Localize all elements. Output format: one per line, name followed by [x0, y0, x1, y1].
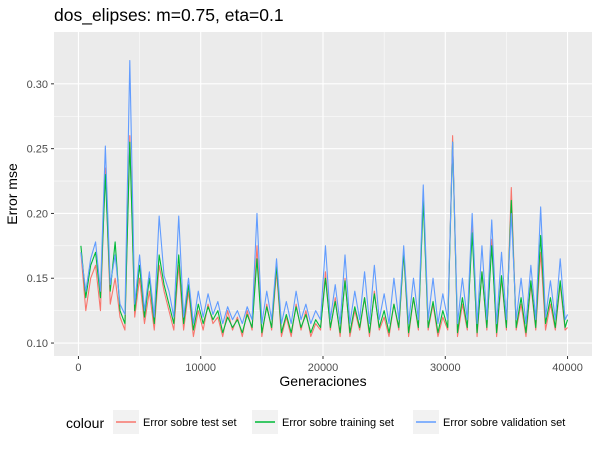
legend-entry-test: Error sobre test set	[113, 410, 237, 434]
x-tick-label: 30000	[430, 362, 461, 374]
x-tick-label: 40000	[552, 362, 583, 374]
chart-title: dos_elipses: m=0.75, eta=0.1	[54, 5, 284, 26]
legend-label: Error sobre test set	[143, 417, 237, 429]
x-tick-label: 10000	[185, 362, 216, 374]
y-axis: 0.10 0.15 0.20 0.25 0.30	[27, 79, 54, 350]
x-tick-label: 0	[75, 362, 81, 374]
legend-entry-validation: Error sobre validation set	[413, 410, 565, 434]
x-axis: 0 10000 20000 30000 40000	[75, 356, 583, 374]
legend-label: Error sobre validation set	[443, 417, 565, 429]
legend-title: colour	[66, 415, 104, 431]
series-line-validation	[80, 59, 569, 325]
y-axis-label: Error mse	[4, 163, 20, 225]
x-tick-label: 20000	[308, 362, 339, 374]
y-tick-label: 0.10	[27, 338, 48, 350]
legend-label: Error sobre training set	[282, 417, 394, 429]
y-tick-label: 0.20	[27, 208, 48, 220]
y-tick-label: 0.30	[27, 79, 48, 91]
legend: colour Error sobre test set Error sobre t…	[66, 410, 565, 434]
y-tick-label: 0.15	[27, 273, 48, 285]
series-line-training	[80, 141, 569, 334]
series-lines	[80, 59, 569, 338]
legend-entry-training: Error sobre training set	[252, 410, 394, 434]
x-axis-label: Generaciones	[279, 373, 366, 389]
y-tick-label: 0.25	[27, 144, 48, 156]
